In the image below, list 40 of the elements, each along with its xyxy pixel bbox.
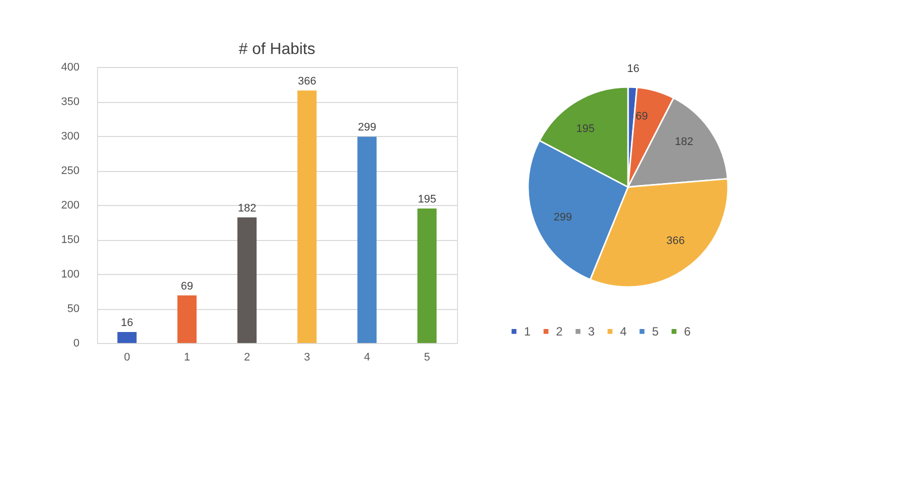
data-label: 182 [238, 202, 256, 214]
x-tick-label: 5 [424, 352, 430, 364]
x-tick-label: 0 [124, 352, 130, 364]
bar [357, 136, 377, 343]
y-tick-label: 150 [61, 234, 80, 246]
legend-label: 2 [556, 324, 563, 338]
legend-label: 5 [652, 324, 659, 338]
y-tick-label: 50 [67, 303, 80, 315]
data-label: 366 [666, 235, 685, 248]
x-tick-label: 3 [304, 352, 310, 364]
y-tick-label: 250 [61, 165, 80, 177]
data-label: 195 [418, 193, 436, 206]
y-tick-label: 0 [73, 338, 80, 350]
legend-label: 3 [588, 324, 595, 338]
y-tick-label: 100 [61, 268, 80, 280]
data-label: 182 [674, 136, 694, 148]
bar [417, 208, 437, 343]
data-label: 69 [636, 110, 648, 122]
data-label: 195 [576, 122, 595, 135]
legend-label: 4 [620, 324, 627, 338]
bar [177, 295, 197, 343]
chart-title: # of Habits [238, 41, 316, 58]
bar [117, 332, 137, 343]
legend-label: 6 [684, 324, 691, 338]
y-tick-label: 350 [61, 96, 80, 108]
x-tick-label: 4 [364, 352, 370, 364]
data-label: 16 [627, 63, 640, 76]
data-label: 16 [120, 316, 134, 329]
data-label: 299 [554, 212, 572, 224]
bar [297, 90, 317, 343]
x-tick-label: 1 [184, 352, 190, 364]
y-tick-label: 300 [61, 130, 80, 142]
y-tick-label: 400 [61, 62, 80, 74]
data-label: 69 [180, 280, 194, 292]
legend-label: 1 [524, 324, 531, 338]
data-label: 366 [298, 75, 316, 88]
y-tick-label: 200 [61, 200, 80, 212]
x-tick-label: 2 [244, 352, 250, 364]
bar [237, 217, 257, 343]
data-label: 299 [358, 122, 376, 134]
